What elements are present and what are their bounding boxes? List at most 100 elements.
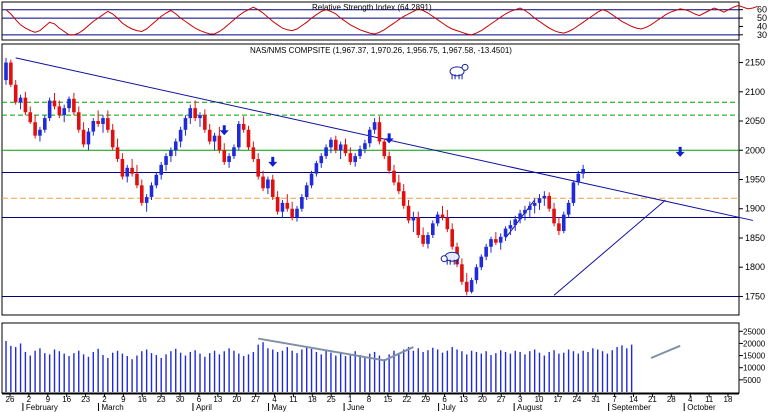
x-tick-label: 28 xyxy=(667,395,676,404)
candle-body xyxy=(469,280,474,292)
candle-body xyxy=(426,235,430,244)
x-tick-label: 30 xyxy=(176,395,185,404)
candle-body xyxy=(319,156,324,164)
rsi-tick-label: 40 xyxy=(757,21,767,31)
x-tick-label: 31 xyxy=(591,395,600,404)
x-tick-label: 9 xyxy=(46,395,51,404)
arrow-down-icon xyxy=(675,146,685,157)
candle-body xyxy=(581,168,585,174)
candle-body xyxy=(348,153,353,162)
x-tick-label: 27 xyxy=(251,395,260,404)
candle-body xyxy=(135,173,139,186)
candle-body xyxy=(217,135,222,151)
candle-body xyxy=(261,176,265,189)
candle-body xyxy=(173,141,178,151)
candle-body xyxy=(169,150,173,157)
candle-body xyxy=(207,129,212,142)
candle-body xyxy=(115,147,120,160)
x-tick-label: 20 xyxy=(232,395,241,404)
candle-body xyxy=(266,179,270,189)
candle-body xyxy=(251,147,256,160)
x-tick-label: 15 xyxy=(383,395,392,404)
candle-body xyxy=(52,100,57,107)
volume-tick-label: 20000 xyxy=(743,339,766,348)
price-tick-label: 2100 xyxy=(745,87,765,97)
candle-body xyxy=(406,205,411,221)
candle-body xyxy=(47,100,52,119)
x-tick-label: 3 xyxy=(518,395,523,404)
candle-body xyxy=(164,156,168,165)
candle-body xyxy=(285,202,290,209)
candle-body xyxy=(460,264,464,282)
month-label: October xyxy=(687,403,716,412)
candle-body xyxy=(18,97,23,103)
candle-body xyxy=(464,281,469,292)
candle-body xyxy=(76,112,81,130)
candle-body xyxy=(392,170,396,183)
rsi-title: Relative Strength Index (64.2891) xyxy=(312,3,432,12)
x-tick-label: 8 xyxy=(367,395,372,404)
candle-body xyxy=(280,202,285,212)
price-tick-label: 2150 xyxy=(745,58,765,68)
candle-body xyxy=(154,174,159,186)
candle-body xyxy=(9,62,13,85)
candle-body xyxy=(23,97,28,113)
price-tick-label: 1950 xyxy=(745,175,765,185)
candle-body xyxy=(275,197,280,212)
month-label: April xyxy=(196,403,212,412)
x-tick-label: 24 xyxy=(572,395,581,404)
x-tick-label: 14 xyxy=(629,395,638,404)
x-tick-label: 1 xyxy=(348,395,353,404)
candle-body xyxy=(557,223,561,231)
candle-body xyxy=(222,150,227,162)
candle-body xyxy=(57,106,62,116)
candle-body xyxy=(528,205,532,210)
candle-body xyxy=(474,267,479,281)
candle-body xyxy=(86,131,91,145)
candle-body xyxy=(125,167,130,177)
candle-body xyxy=(561,214,566,231)
candle-body xyxy=(237,123,241,148)
arrow-down-icon xyxy=(219,125,229,136)
candle-body xyxy=(212,135,217,142)
candle-body xyxy=(62,108,66,116)
bull-icon xyxy=(449,63,469,80)
x-tick-label: 25 xyxy=(327,395,336,404)
candle-body xyxy=(295,208,299,218)
candle-body xyxy=(33,122,37,136)
candle-body xyxy=(479,256,484,268)
candle-body xyxy=(203,115,207,130)
candle-body xyxy=(363,143,367,150)
volume-trendline xyxy=(258,337,385,362)
candle-body xyxy=(67,98,71,109)
rsi-tick-label: 60 xyxy=(757,5,767,15)
candle-body xyxy=(290,208,294,218)
candle-body xyxy=(270,179,275,198)
candle-body xyxy=(149,185,154,198)
x-tick-label: 27 xyxy=(497,395,506,404)
candle-body xyxy=(367,129,372,144)
candle-body xyxy=(537,198,542,203)
candle-body xyxy=(416,217,421,236)
volume-tick-label: 15000 xyxy=(743,352,766,361)
x-tick-label: 4 xyxy=(688,395,693,404)
x-tick-label: 11 xyxy=(705,395,714,404)
trendline xyxy=(553,199,666,296)
candle-body xyxy=(431,223,435,236)
volume-trendline xyxy=(383,346,414,362)
candle-body xyxy=(130,167,134,174)
candle-body xyxy=(334,139,338,151)
price-tick-label: 1900 xyxy=(745,204,765,214)
candle-body xyxy=(110,129,115,148)
price-panel-frame xyxy=(1,43,740,316)
candle-body xyxy=(28,112,33,123)
candle-body xyxy=(566,202,571,215)
candle-body xyxy=(120,159,125,177)
x-tick-label: 9 xyxy=(121,395,126,404)
candle-body xyxy=(198,115,202,119)
candle-body xyxy=(72,98,76,113)
candle-body xyxy=(508,225,513,229)
candle-body xyxy=(542,195,547,199)
volume-trendline xyxy=(650,344,681,359)
